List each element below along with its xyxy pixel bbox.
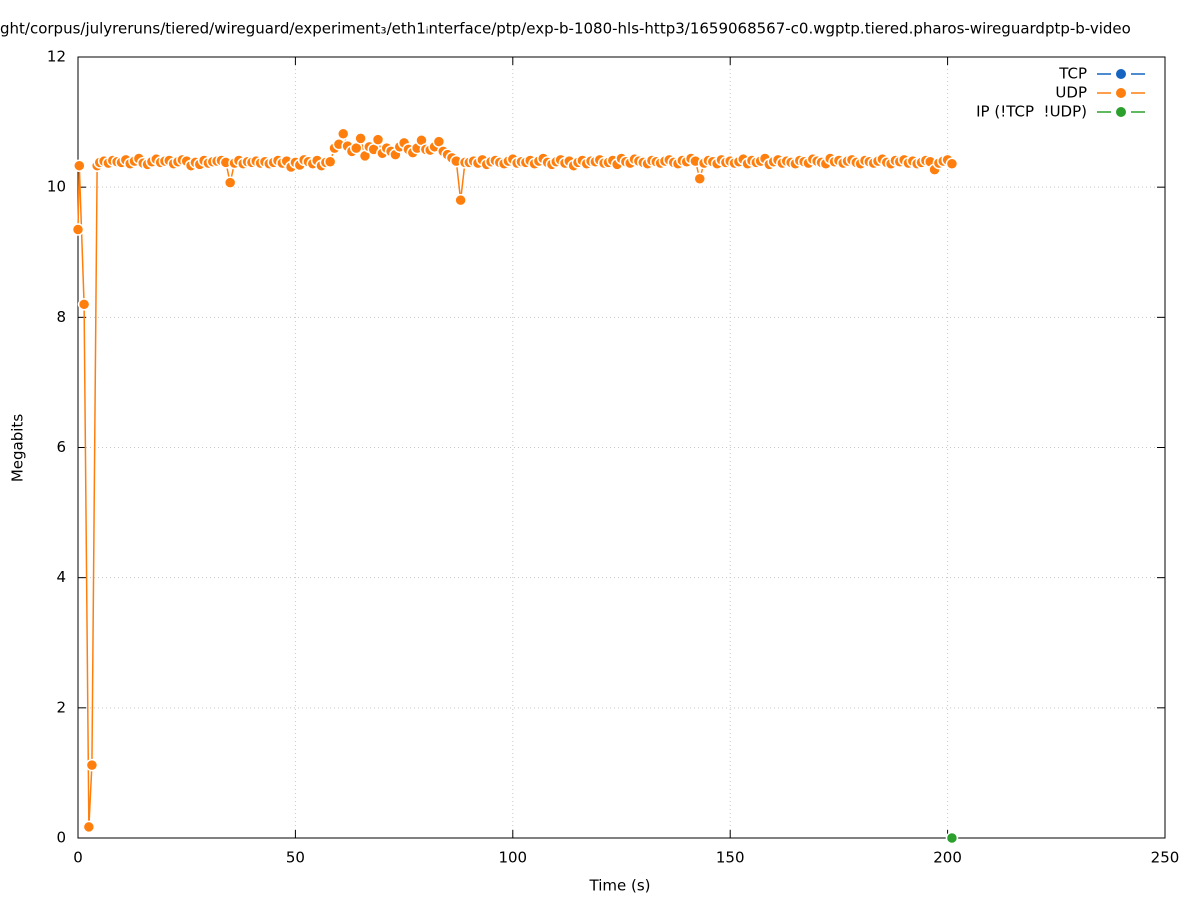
legend-label: IP (!TCP !UDP) [976,103,1087,121]
x-axis-title: Time (s) [589,877,651,895]
y-tick-label: 2 [56,698,66,716]
y-tick-label: 4 [56,568,66,586]
x-tick-label: 150 [716,849,745,867]
data-point [71,223,85,236]
legend-label: UDP [1055,84,1087,102]
y-tick-label: 8 [56,308,66,326]
data-point [223,176,237,189]
y-tick-label: 10 [47,178,66,196]
y-axis-title: Megabits [9,414,27,482]
data-point [945,157,959,170]
x-tick-label: 200 [933,849,962,867]
data-point [454,193,467,207]
legend-label: TCP [1058,65,1087,83]
data-point [73,159,86,172]
y-tick-label: 0 [56,829,66,847]
x-tick-label: 50 [286,849,305,867]
x-tick-label: 100 [498,849,527,867]
legend-marker [1115,87,1127,99]
legend-marker [1115,68,1127,80]
plot-frame [77,56,1166,839]
chart-title: ght/corpus/julyreruns/tiered/wireguard/e… [0,20,1131,38]
x-tick-label: 0 [73,849,83,867]
data-point [354,132,367,145]
y-tick-label: 6 [56,438,66,456]
data-point [693,172,707,185]
data-point [371,133,385,146]
data-point [323,155,337,169]
y-tick-label: 12 [47,48,66,66]
data-point [336,127,350,141]
legend-marker [1115,106,1127,118]
x-tick-label: 250 [1151,849,1180,867]
series-line [77,131,953,827]
data-point [85,758,99,772]
data-point [945,831,959,845]
data-point [82,820,96,834]
data-point [77,298,91,311]
